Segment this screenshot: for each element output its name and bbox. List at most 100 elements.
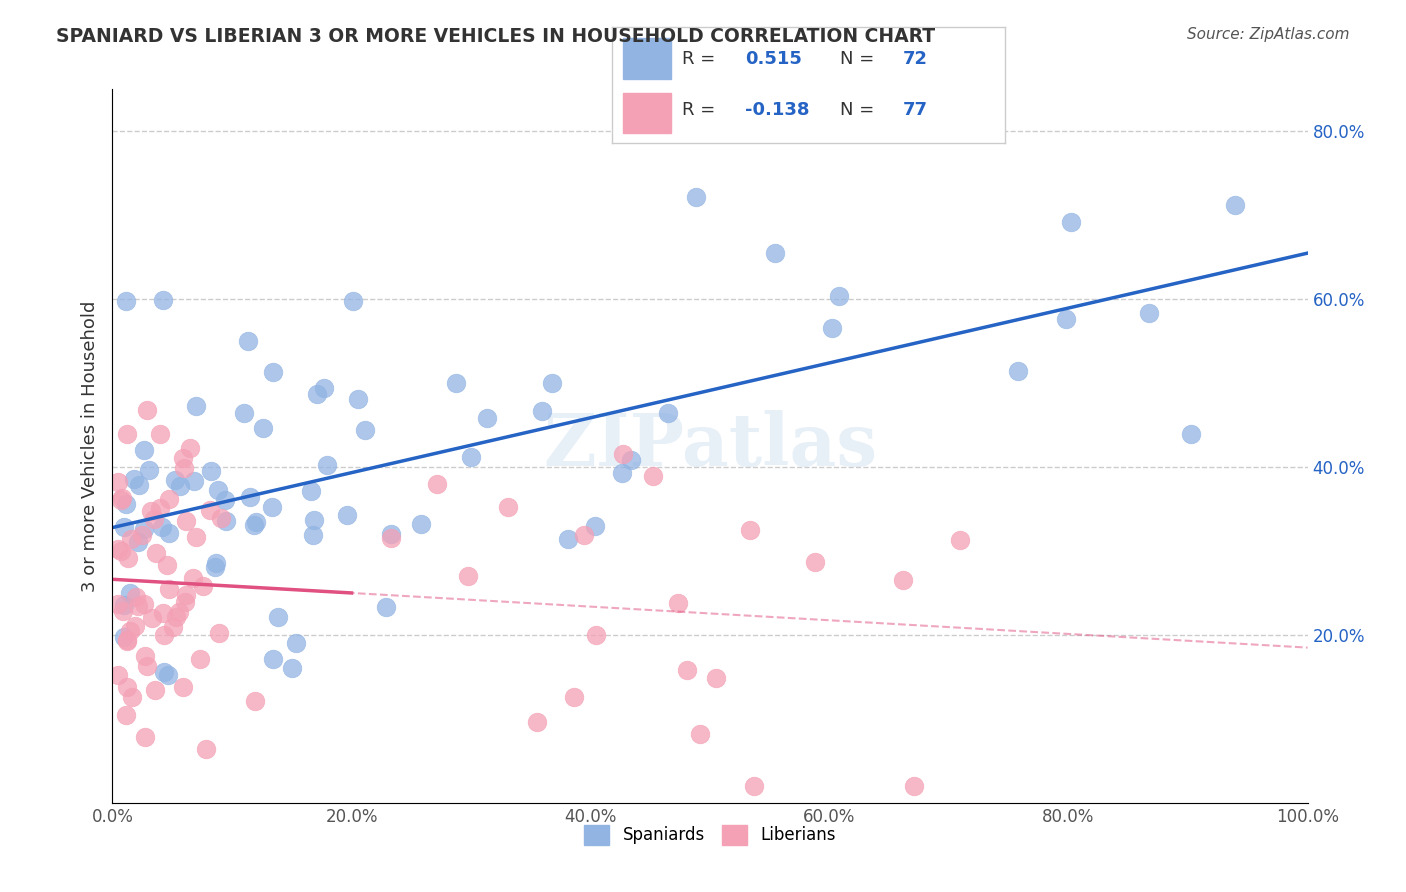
Point [117, 634, 139, 648]
Point [198, 503, 221, 517]
Point [114, 520, 135, 534]
Point [211, 511, 233, 525]
Point [111, 491, 134, 505]
Point [496, 500, 519, 514]
Point [157, 491, 180, 506]
Point [477, 411, 499, 425]
Point [208, 626, 231, 640]
Point [111, 604, 134, 618]
Point [1225, 198, 1247, 212]
Point [172, 680, 194, 694]
Point [124, 618, 146, 632]
Point [643, 469, 665, 483]
Point [411, 517, 433, 532]
Point [380, 531, 402, 545]
Point [574, 528, 596, 542]
Point [612, 447, 634, 461]
Point [215, 515, 238, 529]
Point [107, 597, 129, 611]
Point [143, 512, 166, 526]
Point [302, 514, 325, 528]
Point [152, 607, 174, 621]
Point [115, 497, 138, 511]
Point [238, 334, 260, 348]
Point [562, 690, 585, 705]
Point [114, 708, 136, 723]
Point [1054, 312, 1077, 326]
Point [149, 501, 172, 516]
Point [136, 659, 159, 673]
Point [585, 628, 607, 642]
Point [460, 450, 482, 464]
Point [903, 779, 925, 793]
Point [689, 727, 711, 741]
Point [676, 663, 699, 677]
Point [174, 514, 197, 528]
Point [115, 633, 138, 648]
Point [134, 442, 156, 457]
Point [157, 526, 180, 541]
Point [1180, 426, 1202, 441]
Point [828, 289, 851, 303]
Point [184, 399, 207, 413]
Point [666, 596, 689, 610]
Point [121, 690, 143, 705]
Point [342, 294, 364, 309]
Point [1060, 215, 1083, 229]
Point [110, 493, 132, 508]
Point [347, 392, 370, 406]
Point [820, 320, 842, 334]
Point [299, 483, 322, 498]
Point [162, 620, 184, 634]
Point [173, 461, 195, 475]
Point [184, 530, 207, 544]
Point [194, 742, 217, 756]
Point [114, 598, 135, 612]
Bar [623, 38, 671, 79]
Point [114, 294, 136, 309]
Point [135, 403, 157, 417]
Point [262, 652, 284, 666]
Point [763, 245, 786, 260]
Point [267, 609, 290, 624]
Point [193, 579, 215, 593]
Point [657, 406, 679, 420]
Y-axis label: 3 or more Vehicles in Household: 3 or more Vehicles in Household [80, 301, 98, 591]
Point [426, 476, 449, 491]
Point [284, 636, 307, 650]
Point [336, 508, 359, 523]
Legend: Spaniards, Liberians: Spaniards, Liberians [578, 818, 842, 852]
Point [245, 515, 267, 529]
Text: N =: N = [839, 50, 880, 68]
Point [1137, 306, 1160, 320]
Point [620, 453, 643, 467]
Point [141, 504, 163, 518]
Text: 0.515: 0.515 [745, 50, 803, 68]
Point [541, 376, 564, 390]
Point [134, 648, 156, 663]
Point [204, 556, 226, 570]
Point [685, 190, 707, 204]
Point [742, 779, 765, 793]
Text: R =: R = [682, 102, 721, 120]
Point [612, 466, 634, 480]
Point [260, 500, 283, 515]
Bar [623, 93, 671, 134]
Point [173, 595, 195, 609]
Point [457, 569, 479, 583]
Point [444, 376, 467, 390]
Point [312, 381, 335, 395]
Point [252, 420, 274, 434]
Point [127, 535, 149, 549]
Point [738, 523, 761, 537]
Point [143, 683, 166, 698]
Point [204, 559, 226, 574]
Point [242, 518, 264, 533]
Point [179, 441, 201, 455]
Text: 77: 77 [903, 102, 928, 120]
Point [307, 386, 329, 401]
Point [531, 404, 554, 418]
Point [127, 599, 149, 613]
Point [214, 493, 236, 508]
Point [302, 528, 325, 542]
